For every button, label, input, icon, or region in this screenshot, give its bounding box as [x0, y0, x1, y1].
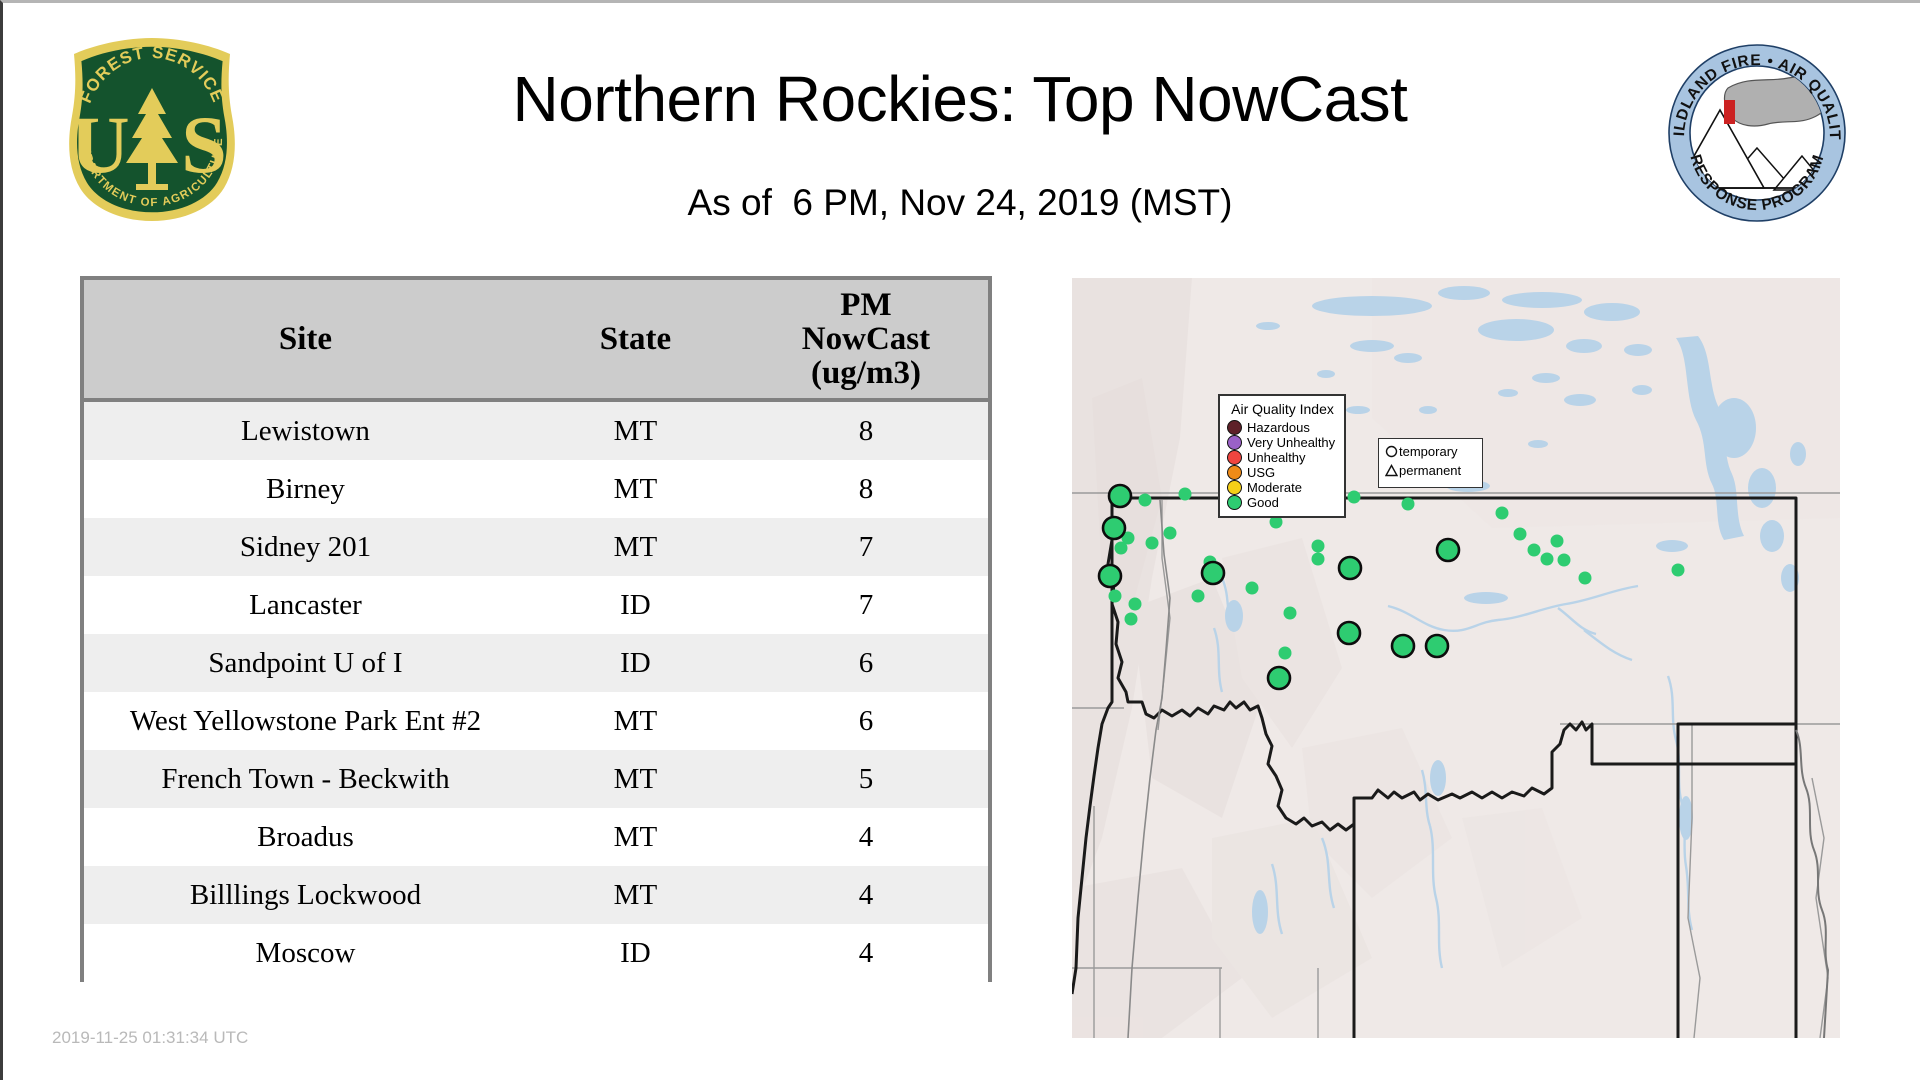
site-type-permanent: permanent [1383, 461, 1479, 480]
cell-pm: 7 [858, 588, 874, 621]
small-monitors [1108, 479, 1685, 660]
table-row[interactable]: Sandpoint U of I ID 6 [84, 634, 988, 692]
aqi-label-usg: USG [1247, 465, 1276, 480]
cell-site: Sidney 201 [239, 530, 372, 563]
table-row[interactable]: Sidney 201 MT 7 [84, 518, 988, 576]
aqi-swatch-hazardous [1227, 420, 1242, 435]
wfaqrp-logo: WILDLAND FIRE • AIR QUALITY RESPONSE PRO… [1654, 25, 1852, 228]
cell-state: MT [613, 472, 658, 505]
page-title: Northern Rockies: Top NowCast [512, 63, 1408, 135]
aqi-swatch-good [1227, 495, 1242, 510]
fs-letter-u: U [70, 99, 129, 190]
aqi-label-moderate: Moderate [1247, 480, 1302, 495]
table-row[interactable]: Lancaster ID 7 [84, 576, 988, 634]
site-type-temporary-label: temporary [1399, 443, 1458, 459]
cell-pm: 4 [858, 878, 874, 911]
table-row[interactable]: Moscow ID 4 [84, 924, 988, 982]
pine-tree-icon [126, 88, 178, 190]
red-river-border [1795, 729, 1830, 1038]
reservoirs [1225, 600, 1693, 934]
aqi-legend-item-moderate: Moderate [1227, 480, 1338, 495]
top-nowcast-table: Site State PM NowCast (ug/m3) Lewistown … [80, 276, 992, 982]
water-bodies [1256, 286, 1806, 604]
aqi-legend-title: Air Quality Index [1231, 401, 1334, 417]
cell-state: MT [613, 530, 658, 563]
aqi-legend-item-hazardous: Hazardous [1227, 420, 1338, 435]
triangle-icon [1383, 464, 1399, 477]
fire-flag [1724, 100, 1735, 124]
column-header-pm-nowcast: PM NowCast (ug/m3) [743, 280, 988, 402]
cell-site: Birney [266, 472, 345, 505]
idaho-interior-line [1127, 499, 1171, 1038]
cell-site: Broadus [257, 820, 354, 853]
column-header-state: State [526, 280, 744, 402]
fs-letter-s: S [181, 99, 227, 190]
aqi-label-unhealthy: Unhealthy [1247, 450, 1306, 465]
aqi-swatch-unhealthy [1227, 450, 1242, 465]
circle-icon [1383, 445, 1399, 458]
cell-pm: 8 [858, 472, 874, 505]
column-header-site: Site [84, 280, 527, 402]
aqi-legend-item-usg: USG [1227, 465, 1338, 480]
cell-pm: 7 [858, 530, 874, 563]
aqi-swatch-moderate [1227, 480, 1242, 495]
air-quality-map[interactable] [1072, 278, 1840, 1038]
table-row[interactable]: West Yellowstone Park Ent #2 MT 6 [84, 692, 988, 750]
large-monitors [1097, 483, 1461, 691]
cell-pm: 8 [858, 414, 874, 447]
table-row[interactable]: Birney MT 8 [84, 460, 988, 518]
aqi-swatch-usg [1227, 465, 1242, 480]
cell-site: Lancaster [249, 588, 362, 621]
site-type-legend: temporary permanent [1378, 438, 1483, 488]
cell-site: Sandpoint U of I [208, 646, 403, 679]
cell-site: Moscow [255, 936, 356, 969]
cell-state: MT [613, 704, 658, 737]
cell-state: ID [620, 646, 651, 679]
table-row[interactable]: Lewistown MT 8 [84, 400, 988, 460]
site-type-temporary: temporary [1383, 442, 1479, 461]
cell-site: West Yellowstone Park Ent #2 [129, 704, 482, 737]
aqi-legend: Air Quality Index Hazardous Very Unhealt… [1218, 394, 1346, 518]
aqi-label-hazardous: Hazardous [1247, 420, 1310, 435]
aqi-label-good: Good [1247, 495, 1279, 510]
cell-pm: 6 [858, 704, 874, 737]
cell-state: ID [620, 936, 651, 969]
map-canvas [1072, 278, 1840, 1038]
table-row[interactable]: French Town - Beckwith MT 5 [84, 750, 988, 808]
aqi-legend-item-good: Good [1227, 495, 1338, 510]
cell-state: MT [613, 820, 658, 853]
cell-state: MT [613, 414, 658, 447]
cell-site: Lewistown [241, 414, 370, 447]
aqi-legend-item-very-unhealthy: Very Unhealthy [1227, 435, 1338, 450]
aqi-label-very-unhealthy: Very Unhealthy [1247, 435, 1336, 450]
cell-state: MT [613, 878, 658, 911]
cell-pm: 4 [858, 820, 874, 853]
monitor-markers [1097, 479, 1685, 691]
state-outlines [1072, 496, 1798, 1038]
site-type-permanent-label: permanent [1399, 462, 1462, 478]
table-row[interactable]: Billlings Lockwood MT 4 [84, 866, 988, 924]
table-body: Lewistown MT 8 Birney MT 8 Sidney 201 MT… [84, 400, 988, 982]
aqi-legend-item-unhealthy: Unhealthy [1227, 450, 1338, 465]
cell-site: French Town - Beckwith [161, 762, 450, 795]
generated-timestamp: 2019-11-25 01:31:34 UTC [52, 1028, 249, 1047]
cell-site: Billlings Lockwood [189, 878, 422, 911]
table-header-row: Site State PM NowCast (ug/m3) [84, 280, 988, 402]
cell-pm: 5 [858, 762, 874, 795]
page-subtitle: As of 6 PM, Nov 24, 2019 (MST) [687, 182, 1233, 223]
cell-pm: 4 [858, 936, 874, 969]
cell-pm: 6 [858, 646, 874, 679]
cell-state: ID [620, 588, 651, 621]
table-row[interactable]: Broadus MT 4 [84, 808, 988, 866]
aqi-swatch-very-unhealthy [1227, 435, 1242, 450]
cell-state: MT [613, 762, 658, 795]
usda-forest-service-logo: FOREST SERVICE DEPARTMENT OF AGRICULTURE… [52, 32, 252, 227]
